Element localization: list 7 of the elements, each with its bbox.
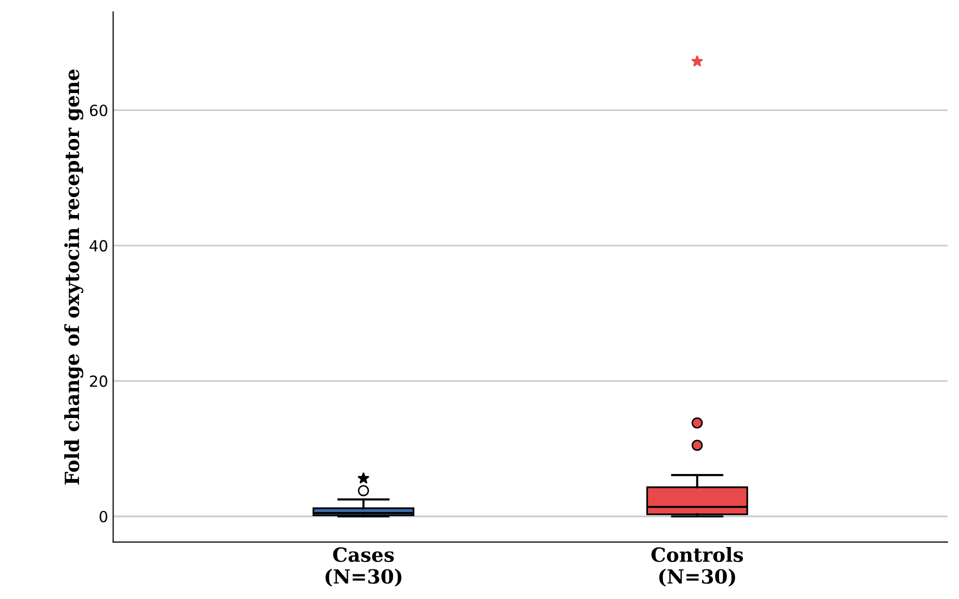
x-tick-label: Cases (N=30) (326, 547, 402, 587)
y-axis-title: Fold change of oxytocin receptor gene (64, 70, 84, 485)
y-tick-label: 40 (90, 240, 108, 252)
y-tick-label: 60 (90, 104, 108, 116)
y-tick-label: 20 (90, 375, 108, 387)
x-tick-label: Controls (N=30) (651, 546, 743, 587)
y-tick-label: 0 (100, 510, 108, 522)
